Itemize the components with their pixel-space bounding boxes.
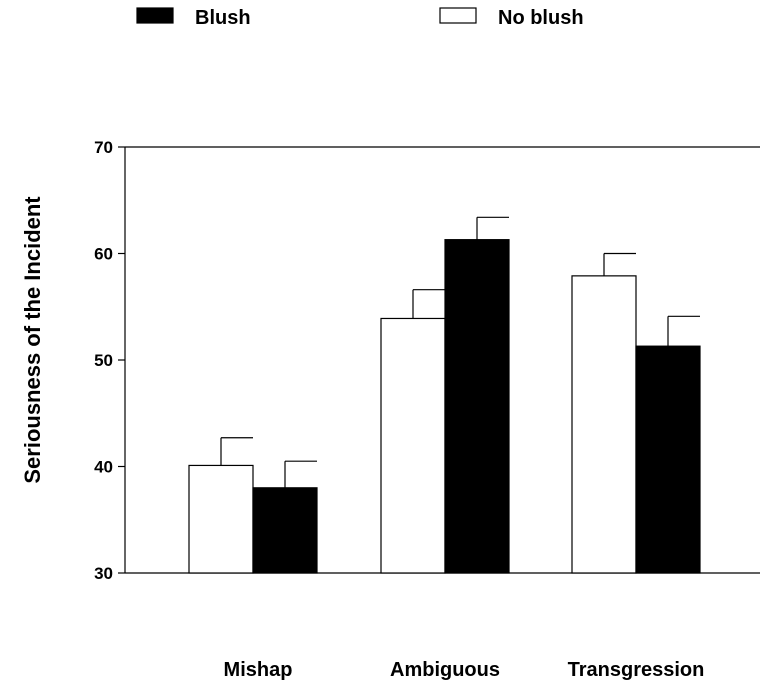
y-axis-title: Seriousness of the Incident bbox=[20, 196, 45, 484]
category-label-transgression: Transgression bbox=[568, 659, 705, 681]
legend: Blush No blush bbox=[136, 7, 584, 29]
y-tick-label: 50 bbox=[94, 351, 113, 370]
legend-label-blush: Blush bbox=[195, 7, 251, 29]
category-labels: Mishap Ambiguous Transgression bbox=[224, 659, 705, 681]
y-tick-label: 30 bbox=[94, 564, 113, 583]
error-bars bbox=[220, 216, 700, 488]
y-tick-label: 70 bbox=[94, 138, 113, 157]
bar-no-blush-mishap bbox=[188, 464, 254, 574]
legend-label-no-blush: No blush bbox=[498, 7, 584, 29]
category-label-ambiguous: Ambiguous bbox=[390, 659, 500, 681]
category-label-mishap: Mishap bbox=[224, 659, 293, 681]
legend-swatch-no-blush bbox=[439, 7, 477, 24]
bars bbox=[188, 239, 701, 574]
y-tick-label: 60 bbox=[94, 245, 113, 264]
bar-blush-mishap bbox=[252, 487, 318, 574]
bar-no-blush-transgression bbox=[571, 275, 637, 574]
y-axis-ticks: 30 40 50 60 70 bbox=[94, 138, 125, 583]
bar-blush-ambiguous bbox=[444, 239, 510, 574]
y-tick-label: 40 bbox=[94, 458, 113, 477]
bar-no-blush-ambiguous bbox=[380, 317, 446, 574]
legend-swatch-blush bbox=[136, 7, 174, 24]
bar-blush-transgression bbox=[635, 345, 701, 574]
